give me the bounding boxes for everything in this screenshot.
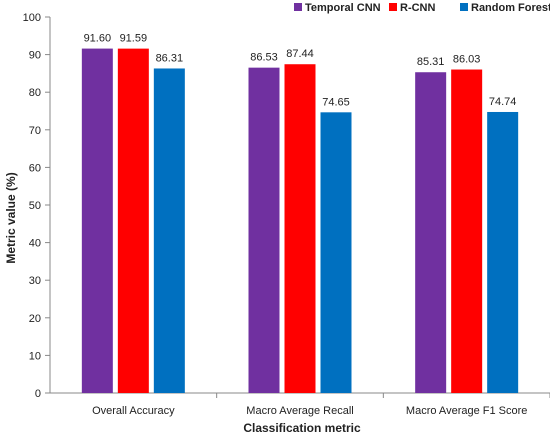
x-category-label: Overall Accuracy — [92, 405, 175, 417]
y-tick-label: 90 — [29, 50, 41, 62]
labels-layer: 91.60 91.59 86.31 Overall Accuracy 86.53 87.4… — [84, 33, 528, 417]
y-tick-label: 40 — [29, 238, 41, 250]
bar — [117, 48, 149, 393]
bar — [487, 111, 519, 393]
bar — [153, 68, 185, 394]
bar — [248, 67, 280, 393]
value-label: 91.59 — [120, 33, 148, 45]
legend-label: Random Forest — [471, 2, 550, 14]
y-tick-label: 60 — [29, 162, 41, 174]
x-axis-title: Classification metric — [243, 421, 361, 435]
legend-label: R-CNN — [400, 2, 435, 14]
value-label: 87.44 — [286, 48, 314, 60]
y-tick-label: 20 — [29, 313, 41, 325]
y-tick-label: 10 — [29, 350, 41, 362]
legend-label: Temporal CNN — [305, 2, 381, 14]
legend-swatch — [389, 3, 397, 11]
bar — [415, 72, 447, 393]
x-category-label: Macro Average F1 Score — [406, 405, 527, 417]
y-tick-label: 50 — [29, 200, 41, 212]
legend-swatch — [460, 3, 468, 11]
legend-swatch — [294, 3, 302, 11]
value-label: 86.03 — [453, 54, 481, 66]
x-category-label: Macro Average Recall — [246, 405, 353, 417]
bar — [451, 69, 483, 394]
value-label: 74.74 — [489, 96, 517, 108]
bar — [284, 64, 316, 394]
value-label: 86.31 — [156, 52, 184, 64]
value-label: 86.53 — [250, 52, 278, 64]
y-tick-label: 30 — [29, 275, 41, 287]
value-label: 85.31 — [417, 56, 445, 68]
bars-layer — [81, 48, 519, 394]
y-tick-label: 80 — [29, 87, 41, 99]
bar — [81, 48, 113, 394]
y-tick-label: 0 — [35, 388, 41, 400]
y-tick-label: 70 — [29, 125, 41, 137]
y-axis-title: Metric value (%) — [4, 172, 18, 263]
bar — [320, 112, 352, 393]
value-label: 74.65 — [322, 96, 350, 108]
legend: Temporal CNN R-CNN Random Forest — [294, 2, 550, 14]
value-label: 91.60 — [84, 33, 112, 45]
y-tick-label: 100 — [23, 12, 41, 24]
